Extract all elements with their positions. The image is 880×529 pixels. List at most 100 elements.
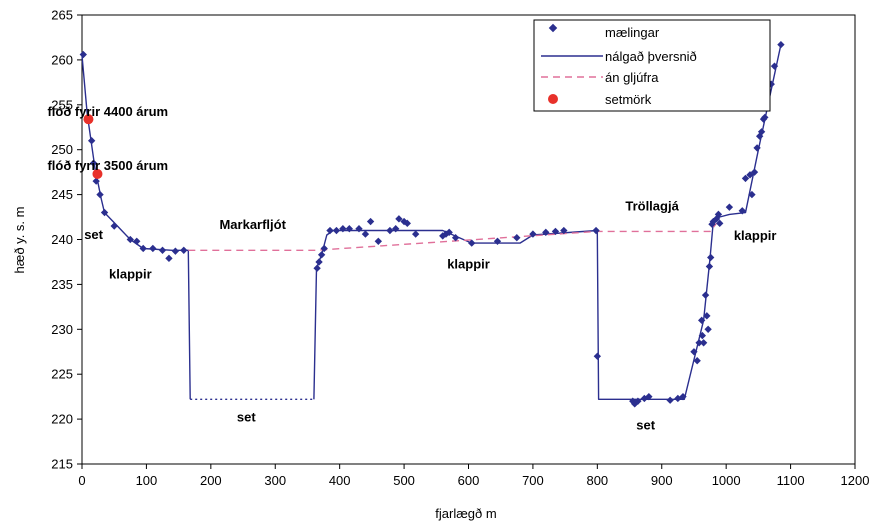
measurement-point <box>716 219 724 228</box>
measurement-point <box>355 225 363 233</box>
measurement-point <box>529 230 537 238</box>
measurement-point <box>165 254 173 263</box>
measurement-point <box>698 316 706 324</box>
measurement-point <box>704 325 712 333</box>
measurement-point <box>374 237 382 245</box>
measurement-point <box>738 207 746 215</box>
measurement-point <box>89 159 98 167</box>
measurement-point <box>701 291 710 299</box>
measurement-point <box>592 226 600 235</box>
measurement-point <box>345 225 354 233</box>
legend-label-sediment-boundary: setmörk <box>605 92 652 107</box>
legend-label-measurements: mælingar <box>605 25 660 40</box>
measurement-point <box>593 352 602 360</box>
sediment-boundary-point <box>83 114 94 125</box>
measurement-point <box>753 144 761 152</box>
measurement-point <box>126 235 134 244</box>
measurement-point <box>100 208 109 217</box>
annotation-klappir_right: klappir <box>734 228 777 243</box>
y-axis-title: hæð y. s. m <box>12 207 27 274</box>
x-tick-label: 200 <box>200 473 222 488</box>
measurement-point <box>634 397 642 405</box>
measurement-point <box>326 226 334 235</box>
x-tick-label: 1100 <box>777 473 805 488</box>
measurement-point <box>317 251 326 259</box>
annotation-set_left: set <box>84 227 103 242</box>
measurement-point <box>96 190 104 199</box>
y-tick-label: 215 <box>51 457 73 472</box>
x-tick-label: 300 <box>264 473 286 488</box>
x-tick-label: 400 <box>329 473 351 488</box>
measurement-point <box>645 392 653 401</box>
y-tick-label: 240 <box>51 232 73 247</box>
measurement-point <box>403 219 411 228</box>
x-axis-title: fjarlægð m <box>435 506 496 521</box>
measurement-point <box>332 226 341 235</box>
x-tick-label: 1000 <box>712 473 741 488</box>
y-tick-label: 230 <box>51 322 73 337</box>
legend: mælingar nálgað þversnið án gljúfra setm… <box>533 19 771 112</box>
annotation-klappir_left: klappir <box>109 267 152 282</box>
x-tick-label: 1200 <box>841 473 870 488</box>
y-tick-label: 255 <box>51 97 73 112</box>
measurement-point <box>705 262 714 271</box>
legend-label-no-gorge: án gljúfra <box>605 70 659 85</box>
x-tick-label: 900 <box>651 473 673 488</box>
x-tick-label: 600 <box>458 473 480 488</box>
measurement-point <box>748 190 756 199</box>
y-tick-label: 265 <box>51 8 73 23</box>
x-tick-label: 800 <box>586 473 608 488</box>
legend-label-profile: nálgað þversnið <box>605 49 697 64</box>
legend-box <box>533 19 771 112</box>
measurement-point <box>551 227 560 236</box>
annotation-floed_4400: flóð fyrir 4400 árum <box>47 104 168 119</box>
measurement-point <box>171 247 180 255</box>
annotation-klappir_mid: klappir <box>447 257 490 272</box>
y-tick-label: 220 <box>51 412 73 427</box>
measurement-point <box>313 264 321 272</box>
measurement-point <box>757 128 766 136</box>
y-tick-label: 260 <box>51 52 73 67</box>
measurement-point <box>679 392 687 401</box>
annotation-set_mid: set <box>237 409 256 424</box>
x-tick-label: 700 <box>522 473 544 488</box>
measurement-point <box>695 339 703 347</box>
annotations-layer: flóð fyrir 4400 árum flóð fyrir 3500 árum… <box>47 104 776 432</box>
ticks-layer: 0 100 200 300 400 500 600 700 800 900 1000 1100 1200… <box>51 8 869 489</box>
x-tick-label: 0 <box>78 473 85 488</box>
y-tick-label: 235 <box>51 277 73 292</box>
sediment-boundary-point <box>92 168 103 179</box>
measurement-point <box>315 258 323 266</box>
measurement-point <box>741 174 750 183</box>
x-tick-label: 500 <box>393 473 415 488</box>
annotation-trollagja: Tröllagjá <box>625 198 679 213</box>
measurement-point <box>699 339 708 347</box>
measurement-point <box>750 168 759 176</box>
measurement-point <box>133 237 141 245</box>
annotation-markarfljot: Markarfljót <box>219 217 286 232</box>
measurement-point <box>690 348 698 356</box>
legend-swatch-sediment-boundary <box>548 94 558 104</box>
measurement-point <box>693 357 701 365</box>
measurement-point <box>698 331 707 340</box>
measurement-point <box>770 62 779 70</box>
y-tick-label: 245 <box>51 187 73 202</box>
annotation-set_right: set <box>636 417 655 432</box>
measurement-point <box>392 225 400 233</box>
measurement-point <box>703 312 711 320</box>
measurement-point <box>339 225 347 233</box>
y-tick-label: 225 <box>51 367 73 382</box>
measurement-point <box>412 230 420 238</box>
measurement-point <box>714 210 723 219</box>
measurement-point <box>725 203 734 211</box>
annotation-floed_3500: flóð fyrir 3500 árum <box>47 158 168 173</box>
measurement-point <box>87 137 96 145</box>
measurement-point <box>180 246 188 254</box>
measurement-point <box>666 396 674 404</box>
measurement-point <box>560 226 568 235</box>
y-tick-label: 250 <box>51 142 73 157</box>
x-tick-label: 100 <box>136 473 158 488</box>
measurement-point <box>139 244 147 253</box>
